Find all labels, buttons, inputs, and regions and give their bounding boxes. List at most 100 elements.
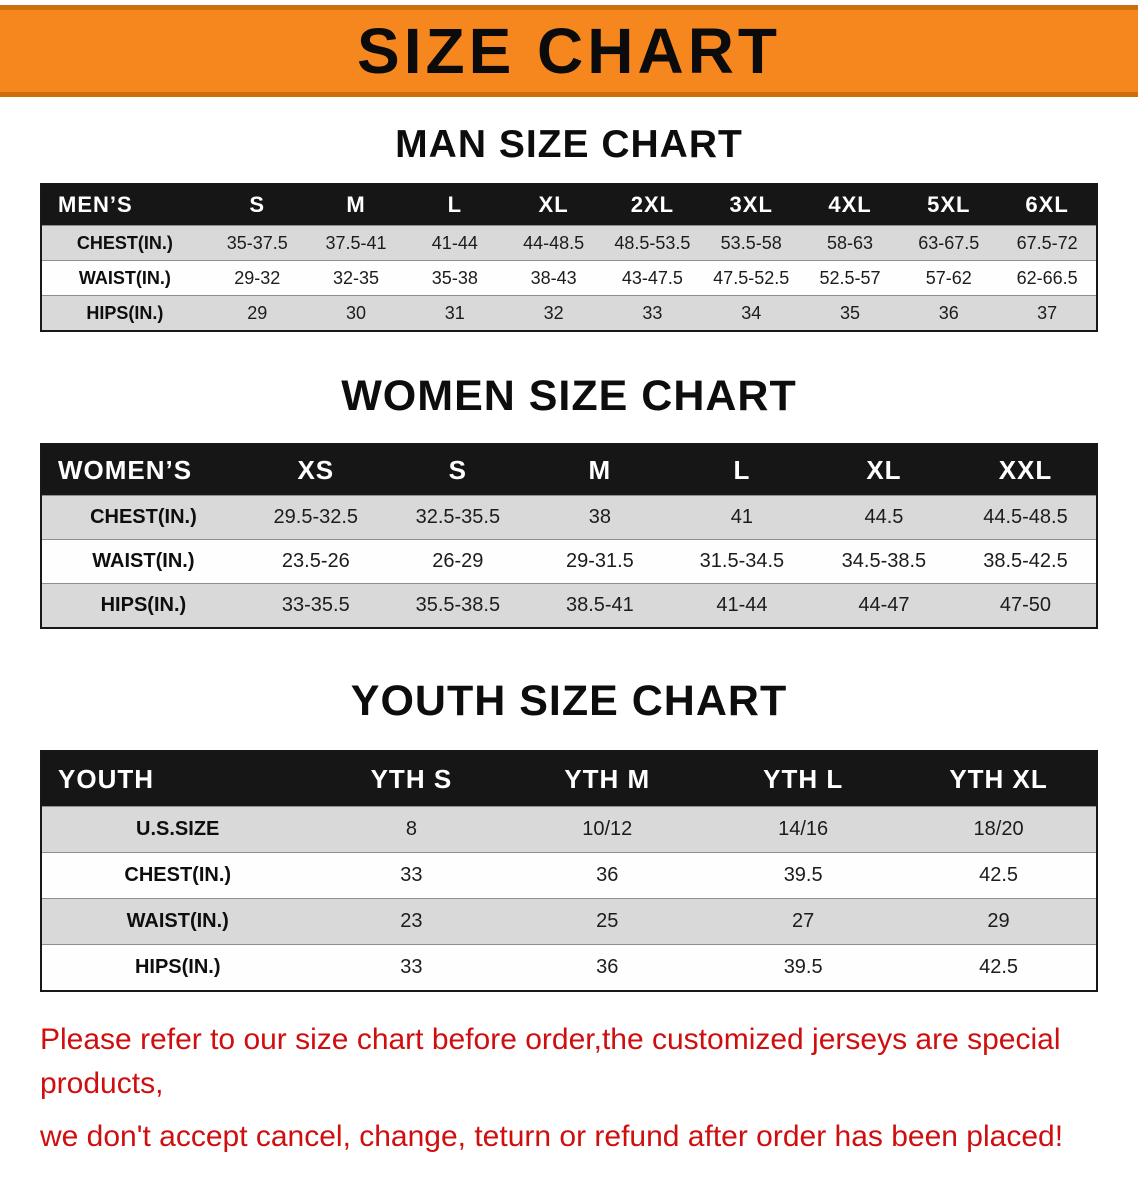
row-hips-in.: HIPS(IN.) 29 30 31 32 33 34 35 36 37 [41,295,1097,331]
value-cell: 30 [346,302,367,323]
value-cell: 25 [596,910,619,932]
size-header-cell: M [306,184,406,226]
value-cell: 41-44 [716,594,768,616]
value-cell: 38-43 [530,267,577,288]
row-label-cell: WAIST(IN.) [92,550,195,572]
value-cell: 43-47.5 [621,267,683,288]
size-header-cell: YTH M [509,751,706,807]
women-size-table: WOMEN’S XS S M L XL XXL CHEST(IN.) 29.5-32.5 32.… [40,443,1098,629]
value-cell: 33 [642,302,663,323]
value-cell: 26-29 [432,550,484,572]
value-cell: 35.5-38.5 [415,594,501,616]
size-header-cell: L [405,184,505,226]
value-cell: 32 [543,302,564,323]
row-label-cell: HIPS(IN.) [134,956,221,978]
women-header-row: WOMEN’S XS S M L XL XXL [41,444,1097,496]
value-cell: 36 [596,864,619,886]
value-cell: 29 [987,910,1010,932]
row-waist-in.: WAIST(IN.) 23.5-26 26-29 29-31.5 31.5-34.5 34… [41,539,1097,584]
value-cell: 33 [400,956,423,978]
value-cell: 39.5 [783,864,823,886]
youth-table-body: U.S.SIZE 8 10/12 14/16 18/20 CHEST(IN.) 33 36 39… [41,806,1097,991]
value-cell: 41 [730,506,754,528]
value-cell: 36 [596,956,619,978]
row-hips-in.: HIPS(IN.) 33-35.5 35.5-38.5 38.5-41 41-44 44-… [41,583,1097,628]
table-title-cell: YOUTH [41,751,314,807]
value-cell: 34.5-38.5 [841,550,927,572]
value-cell: 63-67.5 [918,232,980,253]
men-section-heading: MAN SIZE CHART [395,123,743,166]
size-header-cell: XL [504,184,604,226]
value-cell: 44.5-48.5 [983,506,1068,528]
youth-size-table: YOUTH YTH S YTH M YTH L YTH XL U.S.SIZE 8 10/1… [40,750,1098,992]
size-header-cell: XL [812,444,955,496]
value-cell: 52.5-57 [819,267,881,288]
size-header-cell: 6XL [998,184,1097,226]
size-header-cell: XS [244,444,387,496]
size-header-cell: S [386,444,529,496]
women-size-section: WOMEN SIZE CHART WOMEN’S XS S M L XL XXL CHEST… [0,372,1138,629]
value-cell: 23.5-26 [281,550,350,572]
value-cell: 47-50 [999,594,1052,616]
value-cell: 38 [588,506,611,528]
value-cell: 32.5-35.5 [415,506,501,528]
value-cell: 35 [839,302,861,323]
value-cell: 23 [400,910,423,932]
value-cell: 35-37.5 [226,232,288,253]
value-cell: 48.5-53.5 [614,232,691,253]
row-waist-in.: WAIST(IN.) 23 25 27 29 [41,898,1097,945]
size-header-cell: 5XL [899,184,999,226]
page-title: SIZE CHART [357,15,781,87]
size-header-cell: YTH S [313,751,510,807]
value-cell: 33 [400,864,423,886]
men-header-row: MEN’S S M L XL 2XL 3XL 4XL 5XL 6XL [41,184,1097,226]
row-label-cell: CHEST(IN.) [90,506,197,528]
size-header-cell: YTH XL [901,751,1097,807]
value-cell: 57-62 [925,267,972,288]
value-cell: 53.5-58 [720,232,782,253]
value-cell: 29-31.5 [565,550,634,572]
value-cell: 29.5-32.5 [273,506,359,528]
value-cell: 29-32 [234,267,281,288]
row-label-cell: CHEST(IN.) [124,864,232,886]
table-title-cell: WOMEN’S [41,444,245,496]
women-section-heading: WOMEN SIZE CHART [341,372,797,420]
size-header-cell: L [670,444,813,496]
size-header-cell: 2XL [603,184,702,226]
value-cell: 34 [741,302,762,323]
value-cell: 41-44 [431,232,478,253]
youth-header-row: YOUTH YTH S YTH M YTH L YTH XL [41,751,1097,807]
size-header-cell: YTH L [705,751,902,807]
row-label-cell: HIPS(IN.) [100,594,187,616]
size-header-cell: 3XL [701,184,801,226]
row-label-cell: WAIST(IN.) [126,910,229,932]
value-cell: 44.5 [864,506,904,528]
row-u.s.size: U.S.SIZE 8 10/12 14/16 18/20 [41,806,1097,853]
value-cell: 32-35 [333,267,380,288]
value-cell: 42.5 [979,956,1019,978]
value-cell: 39.5 [783,956,823,978]
value-cell: 8 [405,818,417,840]
value-cell: 47.5-52.5 [713,267,790,288]
value-cell: 44-47 [858,594,910,616]
value-cell: 35-38 [431,267,478,288]
value-cell: 29 [247,302,268,323]
women-table-body: CHEST(IN.) 29.5-32.5 32.5-35.5 38 41 44.5 44.5… [41,495,1097,628]
value-cell: 18/20 [973,818,1024,840]
size-header-cell: XXL [954,444,1097,496]
value-cell: 37.5-41 [325,232,387,253]
value-cell: 38.5-41 [565,594,634,616]
size-header-cell: M [528,444,671,496]
disclaimer: Please refer to our size chart before or… [0,992,1138,1193]
value-cell: 14/16 [778,818,829,840]
men-size-table: MEN’S S M L XL 2XL 3XL 4XL 5XL 6XL CHEST(IN.) 35-3… [40,183,1098,332]
banner: SIZE CHART [0,5,1138,97]
value-cell: 36 [938,302,959,323]
value-cell: 31 [444,302,465,323]
row-hips-in.: HIPS(IN.) 33 36 39.5 42.5 [41,944,1097,991]
youth-section-heading: YOUTH SIZE CHART [350,677,788,725]
value-cell: 10/12 [582,818,633,840]
row-waist-in.: WAIST(IN.) 29-32 32-35 35-38 38-43 43-47.5 47.… [41,260,1097,296]
row-chest-in.: CHEST(IN.) 33 36 39.5 42.5 [41,852,1097,899]
